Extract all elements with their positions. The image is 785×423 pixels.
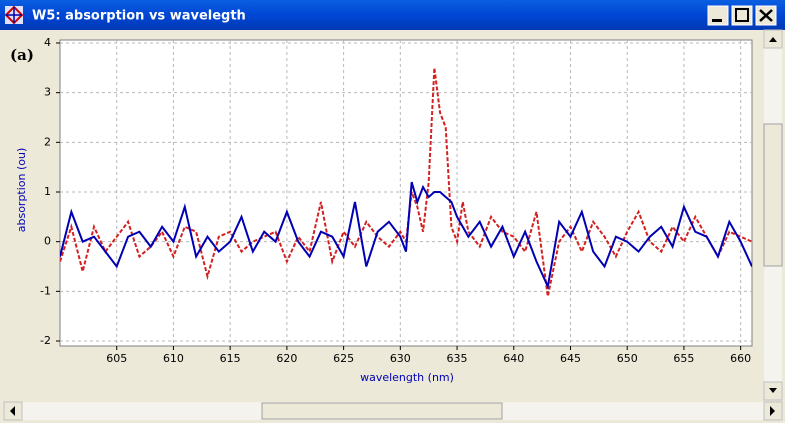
x-tick-label: 640: [503, 352, 524, 365]
x-tick-label: 630: [390, 352, 411, 365]
x-tick-label: 650: [617, 352, 638, 365]
maximize-button[interactable]: [731, 5, 753, 26]
y-axis-label: absorption (ou): [15, 148, 28, 233]
y-tick-label: 4: [44, 36, 51, 49]
y-tick-label: 2: [44, 135, 51, 148]
data-line: [60, 67, 752, 297]
x-tick-label: 645: [560, 352, 581, 365]
plot-area: [59, 39, 753, 347]
window-title: W5: absorption vs wavelegth: [32, 9, 246, 24]
x-tick-label: 660: [730, 352, 751, 365]
y-tick-label: -1: [40, 284, 51, 297]
y-tick-label: 3: [44, 86, 51, 99]
close-button[interactable]: [755, 5, 777, 26]
y-tick-label: -2: [40, 334, 51, 347]
y-tick-label: 0: [44, 235, 51, 248]
x-tick-label: 625: [333, 352, 354, 365]
x-tick-label: 615: [220, 352, 241, 365]
x-axis-label: wavelength (nm): [360, 371, 454, 384]
y-tick-label: 1: [44, 185, 51, 198]
x-tick-label: 635: [447, 352, 468, 365]
x-tick-label: 655: [673, 352, 694, 365]
horizontal-scrollbar[interactable]: [3, 401, 783, 421]
vertical-scrollbar[interactable]: [763, 29, 783, 401]
title-bar: [0, 0, 785, 30]
x-tick-label: 620: [276, 352, 297, 365]
x-tick-label: 605: [106, 352, 127, 365]
app-icon: [4, 5, 24, 25]
minimize-button[interactable]: [707, 5, 729, 26]
x-tick-label: 610: [163, 352, 184, 365]
data-line: [60, 181, 752, 290]
panel-label: (a): [10, 46, 34, 64]
